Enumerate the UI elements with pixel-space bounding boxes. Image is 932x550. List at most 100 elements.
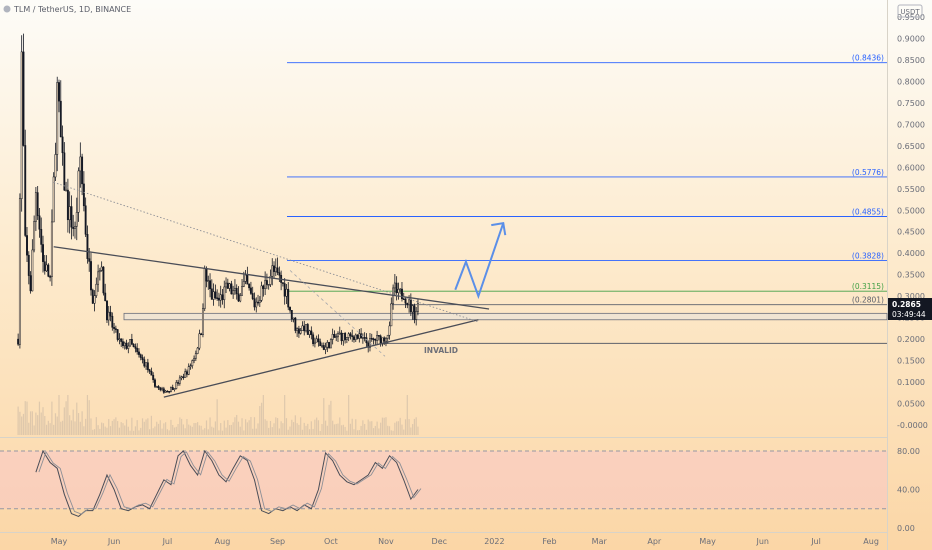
currency-badge[interactable]: USDT	[900, 8, 920, 16]
volume-bar	[175, 426, 177, 435]
volume-bar	[145, 419, 147, 435]
volume-bar	[188, 424, 190, 435]
candle-body	[164, 390, 167, 393]
volume-bar	[216, 399, 218, 435]
volume-bar	[122, 423, 124, 435]
candle-body	[52, 176, 55, 223]
volume-bar	[117, 421, 119, 435]
candle-body	[221, 294, 224, 300]
candle-body	[178, 377, 181, 384]
volume-bar	[276, 418, 279, 435]
candle-body	[98, 270, 101, 273]
volume-bar	[29, 411, 32, 435]
volume-bar	[150, 415, 153, 435]
candle-body	[358, 333, 361, 339]
candle-body	[283, 283, 286, 297]
candle-body	[166, 390, 169, 393]
volume-bar	[118, 427, 121, 435]
volume-bar	[353, 429, 355, 435]
volume-bar	[131, 417, 133, 435]
candle-body	[38, 215, 41, 230]
candle-body	[296, 328, 299, 331]
candle-body	[91, 289, 94, 304]
volume-bar	[184, 428, 186, 435]
time-tick-label: May	[699, 537, 716, 546]
last-price: 0.2865	[892, 300, 921, 309]
volume-bar	[369, 421, 371, 435]
currency-badge-box[interactable]	[897, 4, 923, 18]
volume-bar	[111, 420, 113, 435]
volume-bar	[280, 421, 282, 435]
volume-bar	[33, 425, 35, 435]
volume-bar	[54, 413, 57, 435]
countdown: 03:49:44	[892, 310, 926, 319]
candle-body	[24, 145, 27, 236]
volume-bar	[271, 427, 273, 435]
volume-bar	[200, 425, 202, 435]
volume-bar	[339, 417, 341, 435]
candle-body	[106, 300, 108, 321]
volume-bar	[342, 424, 344, 435]
candle-body	[125, 342, 128, 349]
volume-bar	[207, 429, 209, 435]
volume-bar	[172, 425, 174, 435]
volume-bar	[344, 426, 346, 435]
fib-label: (0.3115)	[852, 282, 884, 291]
fib-label: (0.2801)	[852, 296, 884, 305]
candle-body	[370, 337, 373, 340]
volume-bar	[88, 400, 90, 435]
candle-body	[118, 338, 121, 341]
candle-body	[127, 345, 130, 349]
volume-bar	[291, 419, 293, 435]
volume-bar	[269, 420, 272, 435]
volume-bar	[159, 420, 161, 435]
volume-bar	[316, 417, 318, 435]
volume-bar	[104, 426, 106, 435]
volume-bar	[165, 422, 167, 435]
volume-bar	[298, 424, 300, 435]
candle-body	[413, 305, 416, 320]
candle-body	[244, 274, 247, 282]
volume-bar	[42, 407, 44, 435]
volume-bar	[157, 423, 160, 435]
candle-body	[95, 283, 98, 296]
candle-body	[285, 288, 288, 297]
volume-bar	[124, 425, 126, 435]
candle-body	[148, 369, 151, 372]
volume-bar	[289, 426, 291, 435]
volume-bar	[65, 401, 67, 435]
volume-bar	[388, 426, 391, 435]
candle-body	[324, 346, 327, 350]
candle-body	[75, 212, 78, 227]
fib-label: (0.8436)	[852, 54, 884, 63]
volume-bars	[17, 395, 419, 435]
drawing-zones	[123, 312, 888, 344]
candle-body	[326, 342, 329, 348]
volume-bar	[326, 425, 328, 435]
volume-bar	[401, 424, 403, 435]
volume-bar	[230, 424, 232, 435]
candle-body	[381, 337, 384, 345]
price-tick-label: -0.0000	[897, 421, 928, 430]
volume-bar	[221, 430, 224, 435]
volume-bar	[308, 429, 311, 435]
volume-bar	[163, 423, 165, 435]
volume-bar	[319, 430, 321, 435]
volume-bar	[209, 417, 211, 435]
time-tick-label: May	[51, 537, 68, 546]
candle-body	[63, 152, 66, 191]
price-tick-label: 0.5500	[897, 185, 925, 194]
candle-body	[216, 297, 219, 300]
volume-bar	[367, 419, 369, 435]
volume-bar	[305, 425, 307, 435]
candle-body	[345, 337, 348, 340]
candle-body	[155, 386, 158, 388]
candle-body	[401, 288, 403, 299]
candle-body	[162, 388, 165, 393]
volume-bar	[259, 406, 261, 435]
candle-body	[335, 336, 338, 338]
candle-body	[241, 286, 243, 296]
fib-label: (0.5776)	[852, 168, 884, 177]
time-tick-label: Sep	[270, 537, 285, 546]
